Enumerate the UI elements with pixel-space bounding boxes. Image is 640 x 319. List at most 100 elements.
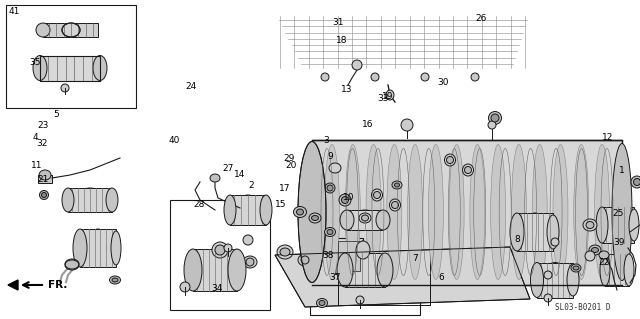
Text: 8: 8 (515, 235, 520, 244)
Text: 20: 20 (285, 161, 296, 170)
Ellipse shape (76, 188, 104, 212)
Circle shape (243, 235, 253, 245)
Ellipse shape (366, 145, 381, 279)
Text: 18: 18 (336, 36, 348, 45)
Text: 37: 37 (329, 273, 340, 282)
Text: 11: 11 (31, 161, 43, 170)
Ellipse shape (324, 145, 339, 279)
Text: 35: 35 (29, 58, 41, 67)
Ellipse shape (337, 253, 353, 287)
Ellipse shape (298, 254, 312, 266)
Ellipse shape (296, 209, 303, 215)
Ellipse shape (631, 176, 640, 188)
Ellipse shape (589, 245, 601, 255)
Ellipse shape (246, 258, 254, 266)
Circle shape (401, 119, 413, 131)
Bar (193, 249, 237, 291)
Text: 41: 41 (9, 7, 20, 16)
Ellipse shape (319, 300, 325, 306)
Circle shape (471, 73, 479, 81)
Circle shape (421, 73, 429, 81)
Circle shape (488, 121, 496, 129)
Ellipse shape (351, 210, 379, 230)
Ellipse shape (329, 163, 341, 173)
Ellipse shape (629, 209, 639, 241)
Ellipse shape (428, 145, 444, 279)
Ellipse shape (184, 249, 202, 291)
Text: 25: 25 (612, 209, 623, 218)
Ellipse shape (106, 188, 118, 212)
Text: 10: 10 (343, 193, 355, 202)
Ellipse shape (327, 229, 333, 234)
Ellipse shape (280, 248, 290, 256)
Ellipse shape (243, 256, 257, 268)
Ellipse shape (553, 145, 568, 279)
Ellipse shape (542, 263, 568, 298)
Polygon shape (8, 280, 18, 290)
Ellipse shape (377, 253, 393, 287)
Ellipse shape (531, 263, 543, 298)
Ellipse shape (212, 242, 228, 258)
Ellipse shape (374, 191, 381, 198)
Ellipse shape (607, 207, 629, 243)
Ellipse shape (387, 145, 402, 279)
Text: 14: 14 (234, 170, 246, 179)
Ellipse shape (350, 253, 380, 287)
Text: 2: 2 (249, 181, 254, 189)
Ellipse shape (362, 215, 369, 221)
Ellipse shape (73, 229, 87, 267)
Text: 23: 23 (38, 121, 49, 130)
Ellipse shape (325, 183, 335, 193)
Text: 30: 30 (438, 78, 449, 87)
Ellipse shape (547, 215, 559, 249)
Circle shape (356, 296, 364, 304)
Text: 5: 5 (53, 110, 58, 119)
Bar (68, 188, 112, 212)
Bar (345, 253, 385, 287)
Bar (6, 5, 136, 108)
Text: 12: 12 (602, 133, 614, 142)
Ellipse shape (39, 170, 51, 180)
Circle shape (544, 271, 552, 279)
Ellipse shape (224, 195, 236, 225)
Ellipse shape (87, 229, 109, 267)
Bar (338, 241, 360, 271)
Ellipse shape (510, 213, 524, 251)
Text: 16: 16 (362, 120, 373, 129)
Circle shape (224, 244, 232, 252)
Bar (40, 56, 100, 81)
Text: 4: 4 (33, 133, 38, 142)
Ellipse shape (228, 249, 246, 291)
Bar (38, 175, 52, 183)
Ellipse shape (386, 90, 394, 100)
Ellipse shape (392, 181, 402, 189)
Ellipse shape (294, 206, 307, 218)
Ellipse shape (390, 199, 401, 211)
Ellipse shape (447, 157, 454, 164)
Ellipse shape (583, 219, 597, 231)
Ellipse shape (327, 185, 333, 191)
Ellipse shape (491, 145, 506, 279)
Bar (602, 207, 634, 243)
Ellipse shape (392, 202, 399, 209)
Text: FR.: FR. (48, 280, 67, 290)
Circle shape (544, 294, 552, 302)
Text: 1: 1 (620, 166, 625, 175)
Ellipse shape (449, 145, 464, 279)
Text: 31: 31 (332, 19, 344, 27)
Ellipse shape (532, 145, 547, 279)
Ellipse shape (599, 251, 609, 259)
Ellipse shape (301, 256, 309, 264)
Ellipse shape (573, 145, 589, 279)
Bar (335, 238, 363, 274)
Ellipse shape (394, 183, 399, 187)
Ellipse shape (595, 145, 609, 279)
Ellipse shape (465, 167, 472, 174)
Text: 22: 22 (598, 258, 609, 267)
Bar (347, 210, 383, 230)
Text: 13: 13 (340, 85, 352, 94)
Ellipse shape (600, 254, 610, 286)
Ellipse shape (298, 142, 326, 283)
Text: 34: 34 (211, 284, 223, 293)
Bar (40, 56, 100, 81)
